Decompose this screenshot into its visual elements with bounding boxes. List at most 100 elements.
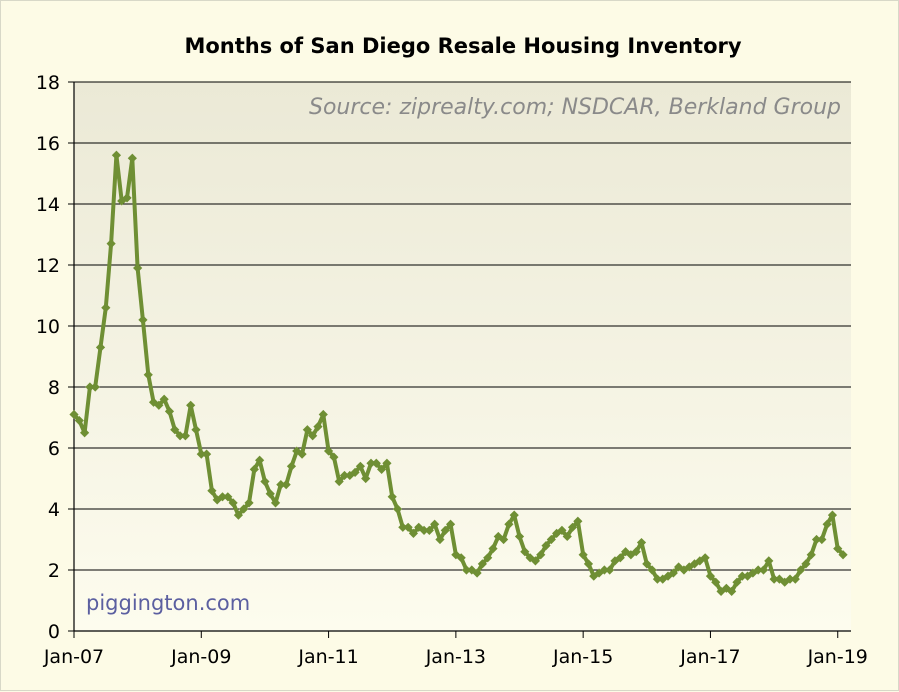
data-point (318, 409, 328, 420)
data-point (758, 565, 769, 575)
data-point (377, 464, 387, 474)
y-tick-label: 4 (48, 499, 60, 521)
data-point (833, 544, 843, 554)
data-point (801, 559, 811, 569)
chart-title: Months of San Diego Resale Housing Inven… (184, 34, 741, 58)
data-point (467, 565, 477, 575)
data-point (366, 458, 376, 468)
data-point (583, 559, 594, 569)
y-tick-labels: 0 2 4 6 8 10 12 14 16 18 (36, 72, 60, 643)
data-point (811, 534, 822, 545)
data-point (732, 577, 742, 587)
data-point (302, 425, 312, 435)
data-point (180, 431, 190, 441)
data-point (361, 473, 371, 484)
data-point (647, 565, 657, 575)
data-point (546, 534, 556, 545)
data-point (154, 400, 164, 410)
data-point (276, 480, 286, 490)
data-point (164, 406, 175, 416)
data-point (270, 498, 281, 508)
data-point (435, 534, 445, 545)
data-point (445, 519, 456, 529)
data-point (631, 547, 641, 557)
data-point (339, 470, 350, 481)
data-point (228, 498, 238, 508)
data-point (615, 553, 625, 563)
x-tick-labels: Jan-07 Jan-09 Jan-11 Jan-13 Jan-15 Jan-17 Jan-… (43, 646, 868, 668)
data-point (774, 574, 784, 584)
data-point (461, 565, 472, 575)
data-point (689, 559, 700, 569)
x-tick-label: Jan-19 (807, 646, 868, 668)
data-point (69, 409, 79, 420)
data-point (297, 449, 307, 459)
data-point (477, 559, 487, 569)
data-point (138, 315, 148, 325)
data-point (95, 342, 106, 352)
data-point (610, 556, 620, 566)
y-tick-label: 14 (36, 194, 60, 216)
data-point (207, 486, 217, 496)
data-point (170, 425, 180, 435)
data-point (488, 544, 498, 554)
data-point (196, 449, 206, 459)
y-tick-label: 2 (48, 560, 60, 582)
y-tick-label: 18 (36, 72, 60, 94)
watermark: piggington.com (86, 591, 250, 615)
data-point (212, 495, 222, 505)
data-point (642, 559, 652, 569)
y-tick-label: 12 (36, 255, 60, 277)
data-point (392, 504, 403, 514)
data-point (785, 574, 795, 584)
data-point (355, 461, 366, 471)
data-point (684, 562, 694, 572)
axes (73, 82, 851, 638)
data-point (483, 553, 493, 563)
data-point (737, 571, 747, 581)
data-point (509, 510, 519, 520)
data-point (525, 553, 535, 563)
data-point (594, 568, 604, 578)
x-tick-label: Jan-15 (552, 646, 613, 668)
data-point (817, 534, 827, 545)
data-point (721, 583, 731, 593)
data-point (504, 519, 514, 529)
data-point (700, 553, 710, 563)
data-point (557, 525, 567, 535)
data-point (652, 574, 663, 584)
data-point (711, 577, 721, 587)
data-point (85, 382, 95, 392)
data-point (249, 464, 259, 474)
data-point (838, 550, 848, 560)
data-point (430, 519, 440, 529)
x-tick-label: Jan-17 (679, 646, 740, 668)
data-point (573, 516, 583, 526)
y-tick-label: 8 (48, 377, 60, 399)
data-point (822, 519, 832, 529)
data-point (769, 574, 779, 584)
data-point (233, 510, 244, 520)
data-point (265, 489, 275, 499)
data-point (101, 303, 111, 313)
data-point (668, 568, 678, 578)
data-point (472, 568, 482, 578)
data-point (424, 525, 434, 535)
data-point (403, 522, 413, 532)
data-point (456, 553, 466, 563)
data-point (201, 449, 212, 459)
data-point (408, 528, 419, 538)
y-tick-label: 16 (36, 133, 60, 155)
data-point (605, 565, 615, 575)
data-point (133, 263, 143, 273)
data-point (371, 458, 381, 468)
data-point (281, 480, 291, 490)
data-point (806, 550, 816, 560)
data-point (308, 431, 318, 441)
data-point (599, 565, 609, 575)
data-point (636, 537, 647, 548)
data-point (90, 382, 100, 392)
data-point (239, 504, 249, 514)
